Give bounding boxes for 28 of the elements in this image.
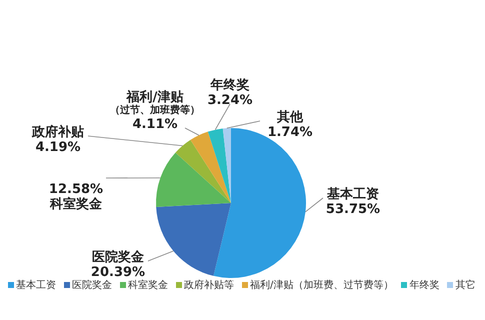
pie-slice	[156, 152, 231, 208]
data-label: 20.39%	[90, 265, 146, 280]
text: 政府补贴	[31, 124, 84, 140]
pie-slice	[156, 203, 231, 276]
text: 福利/津贴	[126, 89, 184, 105]
data-label: 12.58%	[48, 182, 104, 197]
legend-label: 其它	[454, 278, 476, 292]
pie-slice	[190, 132, 231, 203]
legend-label: 医院奖金	[71, 278, 112, 292]
text: 其他	[276, 110, 304, 125]
legend-label: 科室奖金	[127, 278, 168, 292]
slice-label: 医院奖金	[92, 249, 145, 265]
text: （过节、加班费等）	[110, 105, 200, 116]
slice-label: 基本工资	[326, 187, 379, 202]
legend-label: 政府补贴等	[183, 278, 234, 292]
pie-slice	[175, 140, 231, 203]
slice-label: 科室奖金	[49, 196, 103, 212]
pie-slice	[222, 128, 231, 203]
data-label: 1.74%	[267, 125, 313, 140]
legend-label: 基本工资	[15, 278, 56, 292]
legend-label: 年终奖	[408, 279, 440, 292]
legend-label: 福利/津贴（加班费、过节费等）	[249, 278, 394, 292]
data-label: 4.19%	[35, 140, 81, 155]
data-label: 3.24%	[207, 93, 253, 108]
slice-label: 年终奖	[210, 78, 250, 93]
data-label: 4.11%	[132, 117, 178, 132]
pie-slice	[208, 128, 231, 203]
data-label: 53.75%	[326, 202, 380, 217]
